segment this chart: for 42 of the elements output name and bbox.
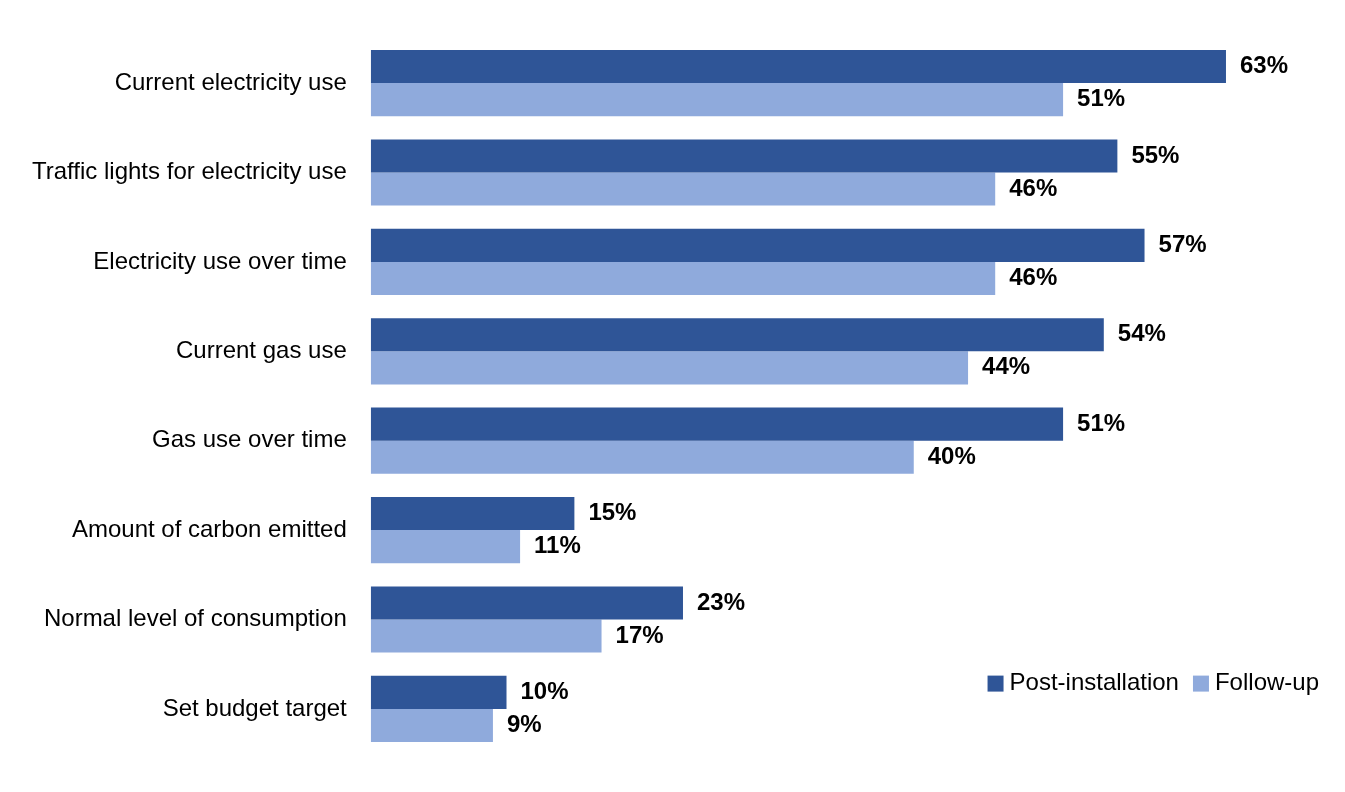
y-tick-label: Current electricity use (114, 67, 347, 95)
bar (370, 318, 1104, 352)
data-label: 57% (1158, 229, 1207, 257)
bar (370, 440, 914, 474)
data-label: 40% (927, 441, 976, 469)
bar (370, 261, 996, 295)
data-label: 15% (588, 498, 637, 526)
bar (370, 172, 996, 206)
data-label: 9% (506, 710, 542, 738)
legend-label: Post-installation (1009, 668, 1179, 696)
bar (370, 407, 1064, 441)
data-label: 51% (1077, 84, 1126, 112)
data-label: 11% (534, 531, 581, 559)
bar (370, 619, 602, 653)
y-tick-label: Current gas use (176, 335, 347, 363)
bar (370, 228, 1145, 262)
data-label: 54% (1117, 319, 1166, 347)
bar (370, 50, 1226, 84)
data-label: 46% (1009, 173, 1058, 201)
y-tick-label: Amount of carbon emitted (71, 514, 347, 542)
data-label: 63% (1239, 51, 1289, 79)
bar (370, 497, 575, 531)
data-label: 10% (520, 676, 569, 704)
y-tick-label: Electricity use over time (93, 246, 347, 274)
data-label: 46% (1009, 263, 1058, 291)
data-label: 23% (696, 587, 746, 615)
y-tick-label: Gas use over time (152, 425, 347, 453)
bar (370, 351, 969, 385)
bar (370, 139, 1118, 173)
legend-label: Follow-up (1214, 668, 1320, 696)
bar (370, 675, 507, 709)
data-label: 55% (1131, 140, 1180, 168)
bar (370, 708, 493, 742)
y-tick-label: Set budget target (162, 693, 348, 721)
bar (370, 530, 521, 564)
y-tick-label: Normal level of consumption (43, 604, 347, 632)
bar (370, 586, 683, 620)
y-tick-label: Traffic lights for electricity use (32, 157, 347, 185)
bar (370, 83, 1064, 117)
data-label: 51% (1077, 408, 1126, 436)
data-label: 17% (615, 620, 664, 648)
data-label: 44% (982, 352, 1031, 380)
